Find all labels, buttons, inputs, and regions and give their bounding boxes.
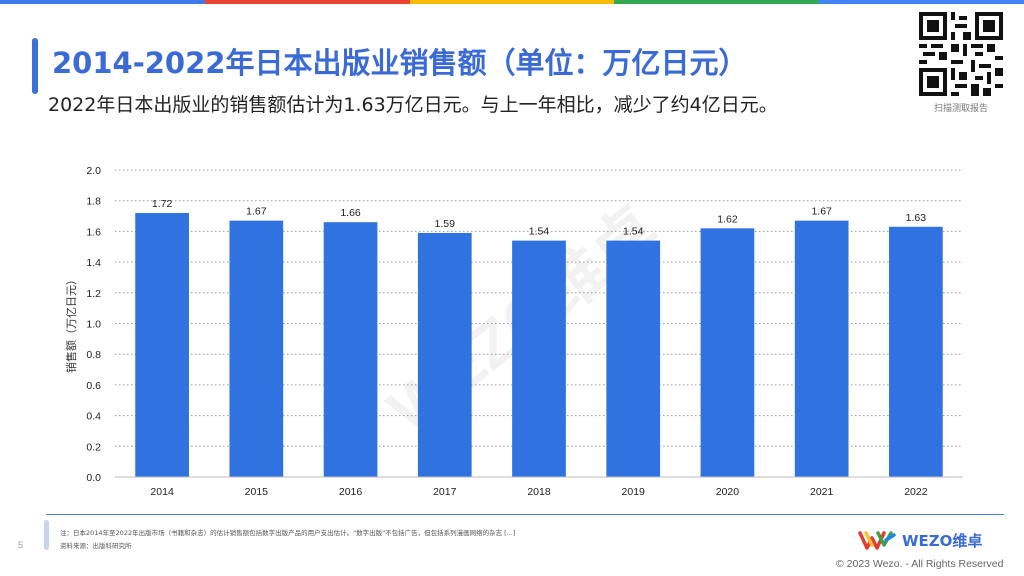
bar-value-label: 1.67	[811, 206, 832, 218]
title-accent-bar	[32, 38, 38, 94]
x-tick-label: 2020	[716, 486, 740, 498]
x-tick-label: 2021	[810, 486, 834, 498]
bars	[135, 212, 943, 478]
bar-value-label: 1.59	[435, 218, 456, 230]
stripe-segment-3	[409, 0, 615, 4]
y-tick-label: 1.0	[86, 319, 101, 331]
bar	[417, 232, 472, 477]
bar-value-label: 1.72	[152, 198, 173, 210]
y-tick-label: 0.6	[86, 380, 101, 392]
logo-text: WEZO维卓	[902, 531, 983, 550]
x-tick-label: 2022	[904, 486, 928, 498]
qr-code-icon	[919, 12, 1003, 96]
y-tick-label: 0.4	[86, 411, 101, 423]
x-tick-label: 2018	[527, 486, 551, 498]
copyright: © 2023 Wezo. - All Rights Reserved	[836, 558, 1004, 570]
bar	[794, 220, 849, 477]
footer-divider	[46, 514, 1004, 515]
footnote: 注：日本2014年至2022年出版市场（书籍和杂志）的估计销售额包括数字出版产品…	[60, 529, 516, 537]
stripe-segment-1	[0, 0, 205, 4]
page-number: 5	[18, 540, 24, 550]
page-title: 2014-2022年日本出版业销售额（单位：万亿日元）	[52, 46, 748, 80]
bar-value-label: 1.62	[717, 213, 738, 225]
wezo-logo-icon	[858, 531, 896, 550]
x-axis-ticks: 2014 2015 2016 2017 2018 2019 2020 2021 2022	[150, 486, 927, 498]
top-color-stripe	[0, 0, 1024, 4]
bar	[323, 222, 378, 477]
x-tick-label: 2014	[150, 486, 174, 498]
qr-caption: 扫描测取报告	[933, 104, 988, 114]
stripe-segment-2	[204, 0, 410, 4]
y-tick-label: 0.2	[86, 441, 101, 453]
bar-value-label: 1.66	[340, 207, 361, 219]
bar-chart: 0.00.20.40.60.81.01.21.41.61.82.0 1.721.…	[64, 165, 963, 498]
stripe-segment-4	[614, 0, 820, 4]
data-labels: 1.72 1.67 1.66 1.59 1.54 1.54 1.62 1.67 1.63	[152, 198, 926, 238]
x-tick-label: 2015	[245, 486, 269, 498]
bar-value-label: 1.67	[246, 206, 267, 218]
bar	[229, 220, 284, 477]
y-tick-label: 1.8	[86, 196, 101, 208]
y-axis-title: 销售额（万亿日元）	[64, 274, 78, 373]
bar	[889, 226, 943, 477]
bar	[700, 228, 755, 477]
x-tick-label: 2017	[433, 486, 457, 498]
y-tick-label: 1.6	[86, 226, 101, 238]
bar-value-label: 1.54	[529, 226, 550, 238]
x-tick-label: 2019	[622, 486, 646, 498]
footer-accent-bar	[44, 520, 49, 550]
bar	[135, 212, 189, 478]
y-tick-label: 2.0	[86, 165, 101, 177]
x-tick-label: 2016	[339, 486, 363, 498]
bar	[512, 240, 566, 477]
bar-value-label: 1.63	[906, 212, 927, 224]
y-axis-ticks: 0.0 0.2 0.4 0.6 0.8 1.0 1.2 1.4 1.6 1.8 2.0	[86, 165, 101, 484]
y-tick-label: 1.4	[86, 257, 101, 269]
y-tick-label: 1.2	[86, 288, 101, 300]
bar-value-label: 1.54	[623, 226, 644, 238]
wezo-logo: WEZO维卓	[858, 529, 982, 551]
page-subtitle: 2022年日本出版业的销售额估计为1.63万亿日元。与上一年相比，减少了约4亿日…	[48, 94, 778, 116]
y-tick-label: 0.8	[86, 349, 101, 361]
source-note: 资料来源：出版科研究所	[60, 542, 132, 550]
stripe-segment-5	[819, 0, 1024, 4]
bar	[606, 240, 661, 477]
y-tick-label: 0.0	[86, 472, 101, 484]
